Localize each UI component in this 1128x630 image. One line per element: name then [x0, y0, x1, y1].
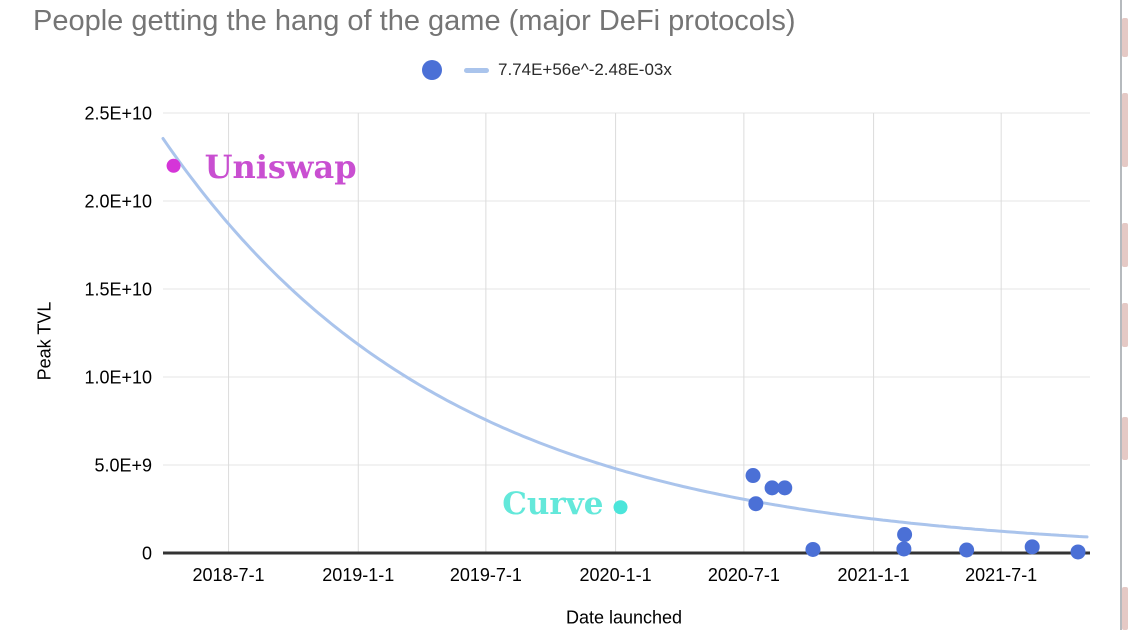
- data-point: [1070, 544, 1086, 560]
- data-point: [1024, 539, 1040, 555]
- x-tick-label: 2018-7-1: [193, 565, 265, 585]
- annotation-label-uniswap: Uniswap: [205, 148, 357, 186]
- chart-title: People getting the hang of the game (maj…: [33, 5, 796, 37]
- trendline-curve: [161, 137, 1089, 539]
- data-point: [745, 468, 761, 484]
- x-tick-label: 2019-7-1: [450, 565, 522, 585]
- edge-artifact-segment: [1122, 223, 1128, 267]
- data-point-curve: [613, 500, 628, 515]
- data-point: [748, 496, 764, 512]
- data-point: [805, 541, 821, 557]
- x-tick-label: 2019-1-1: [322, 565, 394, 585]
- x-axis-title: Date launched: [565, 607, 683, 628]
- chart-legend: 7.74E+56e^-2.48E-03x: [422, 58, 672, 82]
- x-tick-label: 2020-7-1: [708, 565, 780, 585]
- trendline-equation: 7.74E+56e^-2.48E-03x: [498, 60, 672, 79]
- data-point-uniswap: [166, 158, 181, 173]
- edge-artifact-segment: [1122, 587, 1128, 630]
- y-tick-label: 2.5E+10: [84, 104, 152, 124]
- edge-artifact-segment: [1122, 417, 1128, 460]
- trendline-marker-icon: [464, 67, 489, 73]
- y-tick-label: 1.0E+10: [84, 368, 152, 388]
- y-axis-title: Peak TVL: [34, 301, 55, 381]
- data-point: [959, 542, 975, 558]
- data-point: [897, 527, 913, 543]
- x-tick-label: 2021-1-1: [838, 565, 910, 585]
- data-point: [777, 480, 793, 496]
- x-tick-label: 2021-7-1: [965, 565, 1037, 585]
- edge-artifact-segment: [1122, 18, 1128, 57]
- edge-artifact-segment: [1122, 93, 1128, 167]
- y-tick-label: 0: [142, 544, 152, 564]
- y-tick-label: 2.0E+10: [84, 192, 152, 212]
- window-edge-line: [1120, 0, 1122, 630]
- x-tick-label: 2020-1-1: [580, 565, 652, 585]
- annotation-label-curve: Curve: [502, 486, 603, 522]
- edge-artifact-segment: [1122, 303, 1128, 347]
- data-point: [896, 541, 912, 557]
- y-tick-label: 1.5E+10: [84, 280, 152, 300]
- scatter-series-marker-icon: [422, 60, 442, 80]
- data-point: [764, 480, 780, 496]
- y-tick-label: 5.0E+9: [94, 456, 152, 476]
